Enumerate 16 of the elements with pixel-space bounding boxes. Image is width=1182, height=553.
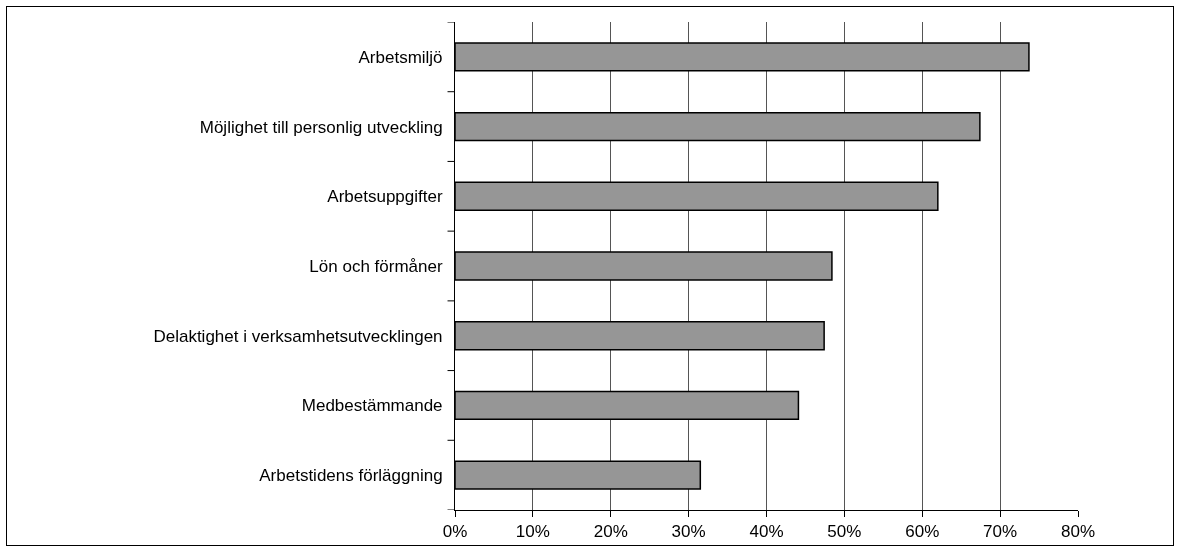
x-tick-label: 10% (515, 522, 550, 542)
x-tick-label: 30% (671, 522, 706, 542)
y-tick-label: Arbetsmiljö (358, 47, 443, 67)
x-tick-label: 50% (827, 522, 862, 542)
x-tick-label: 70% (983, 522, 1018, 542)
x-tick-label: 80% (1060, 522, 1096, 542)
x-tick-label: 20% (593, 522, 628, 542)
y-tick-label: Arbetsuppgifter (327, 187, 443, 207)
x-tick-label: 0% (442, 522, 468, 542)
y-tick-label: Arbetstidens förläggning (259, 466, 443, 486)
y-tick-label: Medbestämmande (301, 396, 443, 416)
x-tick-label: 60% (905, 522, 940, 542)
x-tick-label: 40% (749, 522, 784, 542)
y-tick-label: Lön och förmåner (309, 256, 443, 276)
y-tick-label: Möjlighet till personlig utveckling (199, 117, 443, 137)
y-tick-label: Delaktighet i verksamhetsutvecklingen (153, 326, 443, 346)
